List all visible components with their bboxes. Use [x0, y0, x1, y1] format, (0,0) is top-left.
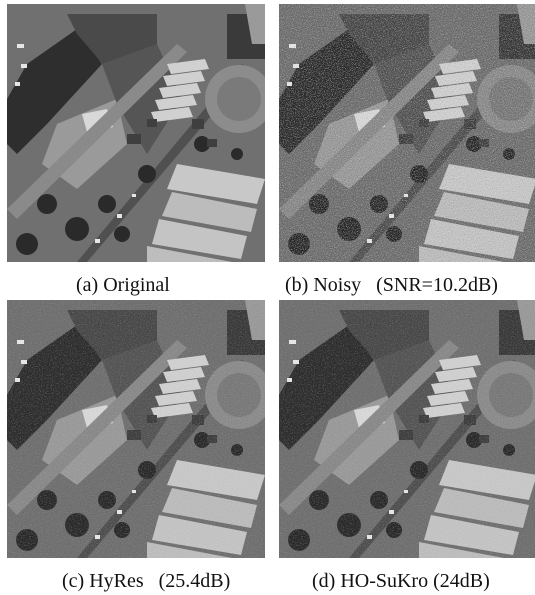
image-panel-hyres	[7, 300, 265, 558]
caption-noisy: (b) Noisy (SNR=10.2dB)	[285, 274, 498, 296]
caption-original: (a) Original	[76, 274, 170, 296]
aerial-image-hyres	[7, 300, 265, 558]
aerial-image-noisy	[279, 4, 535, 262]
aerial-image-original	[7, 4, 265, 262]
image-panel-noisy	[279, 4, 535, 262]
image-panel-ho-sukro	[279, 300, 535, 558]
caption-ho-sukro: (d) HO-SuKro (24dB)	[312, 570, 490, 592]
caption-hyres: (c) HyRes (25.4dB)	[62, 570, 231, 592]
image-panel-original	[7, 4, 265, 262]
aerial-image-ho-sukro	[279, 300, 535, 558]
